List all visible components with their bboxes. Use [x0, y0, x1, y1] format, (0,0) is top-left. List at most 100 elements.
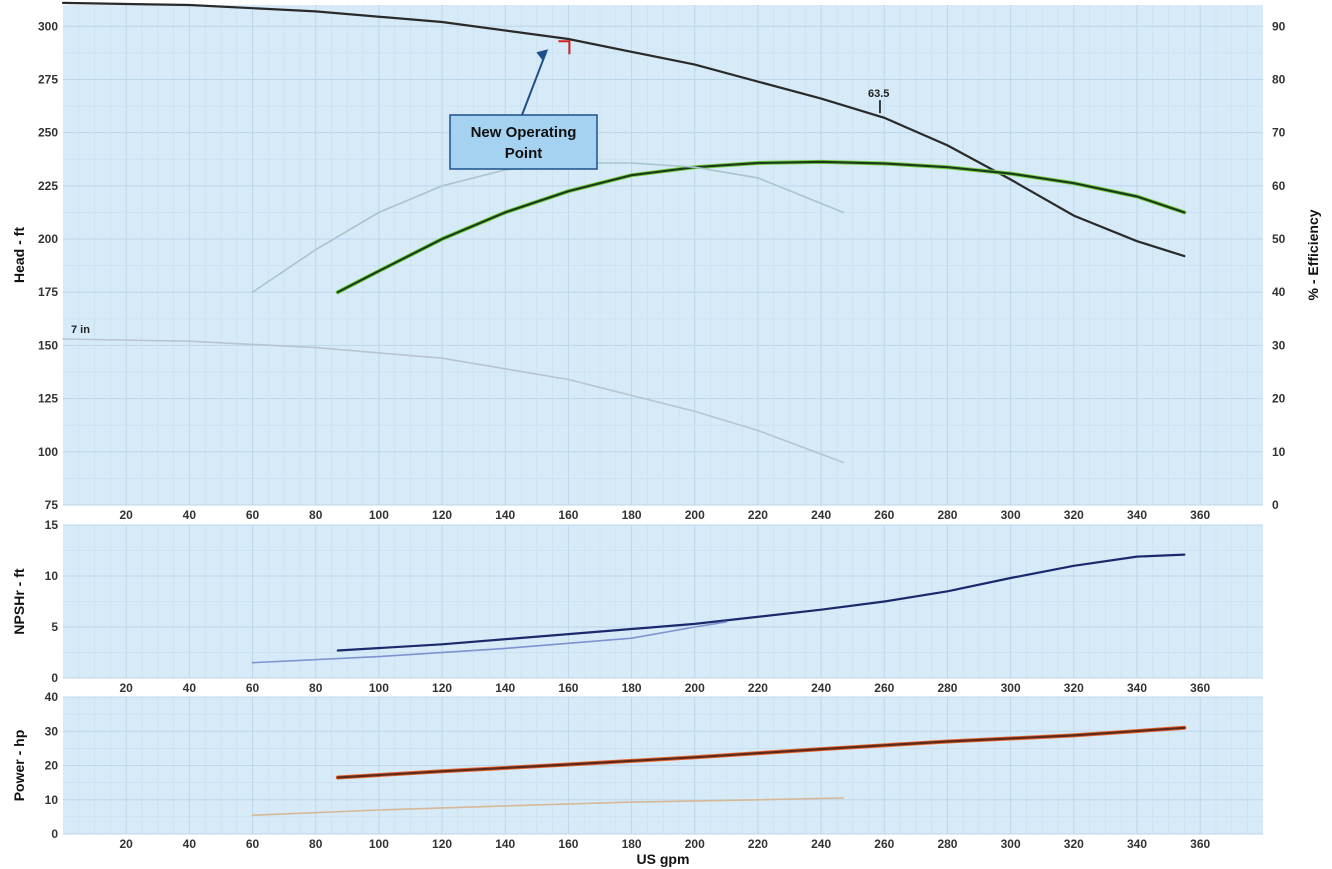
head-y2-tick-label: 80: [1272, 72, 1286, 86]
operating-point-callout: [449, 114, 598, 170]
npshr-x-tick-label: 260: [874, 681, 894, 695]
npshr-x-tick-label: 320: [1064, 681, 1084, 695]
npshr-x-tick-label: 40: [183, 681, 197, 695]
power-x-tick-label: 300: [1001, 837, 1021, 851]
head-y2-tick-label: 90: [1272, 19, 1286, 33]
power-x-tick-label: 260: [874, 837, 894, 851]
callout-arrow-head: [536, 49, 549, 61]
npshr-y-tick-label: 0: [51, 671, 58, 685]
head-y2-tick-label: 30: [1272, 338, 1286, 352]
npshr-x-tick-label: 240: [811, 681, 831, 695]
npshr-x-tick-label: 340: [1127, 681, 1147, 695]
head-y-tick-label: 250: [38, 126, 58, 140]
power-x-tick-label: 20: [119, 837, 133, 851]
head-x-tick-label: 100: [369, 508, 389, 522]
head-x-tick-label: 180: [622, 508, 642, 522]
head-x-tick-label: 260: [874, 508, 894, 522]
head-y2-tick-label: 60: [1272, 179, 1286, 193]
npshr-x-tick-label: 280: [937, 681, 957, 695]
operating-point-marker: [558, 40, 571, 55]
head-x-tick-label: 340: [1127, 508, 1147, 522]
head-x-tick-label: 40: [183, 508, 197, 522]
npshr-x-tick-label: 20: [119, 681, 133, 695]
power-y-tick-label: 20: [45, 759, 59, 773]
head-x-tick-label: 20: [119, 508, 133, 522]
npshr-x-tick-label: 180: [622, 681, 642, 695]
head-y2-axis-title: % - Efficiency: [1305, 209, 1321, 300]
head-y2-tick-label: 20: [1272, 392, 1286, 406]
head-x-tick-label: 240: [811, 508, 831, 522]
power-y-axis-title: Power - hp: [11, 730, 27, 802]
npshr-x-tick-label: 300: [1001, 681, 1021, 695]
npshr-series-npshr-7in: [251, 621, 728, 664]
npshr-x-tick-label: 140: [495, 681, 515, 695]
head-y-tick-label: 175: [38, 285, 58, 299]
head-y-tick-label: 300: [38, 19, 58, 33]
head-series-7-in: [62, 338, 844, 464]
npshr-x-tick-label: 60: [246, 681, 260, 695]
head-series-efficiency-10in: [336, 160, 1186, 294]
power-x-tick-label: 40: [183, 837, 197, 851]
power-x-tick-label: 340: [1127, 837, 1147, 851]
npshr-y-tick-label: 5: [51, 620, 58, 634]
head-x-tick-label: 120: [432, 508, 452, 522]
npshr-y-tick-label: 15: [45, 518, 59, 532]
head-y-tick-label: 100: [38, 445, 58, 459]
power-x-tick-label: 60: [246, 837, 260, 851]
npshr-x-tick-label: 200: [685, 681, 705, 695]
head-y2-tick-label: 70: [1272, 126, 1286, 140]
head-x-tick-label: 220: [748, 508, 768, 522]
power-x-tick-label: 200: [685, 837, 705, 851]
head-series-10-in: [61, 1, 1186, 258]
head-y2-tick-label: 0: [1272, 498, 1279, 512]
power-x-tick-label: 360: [1190, 837, 1210, 851]
head-x-tick-label: 320: [1064, 508, 1084, 522]
x-axis-title: US gpm: [637, 851, 690, 867]
npshr-x-tick-label: 100: [369, 681, 389, 695]
head-y-tick-label: 150: [38, 338, 58, 352]
power-x-tick-label: 240: [811, 837, 831, 851]
head-y-tick-label: 275: [38, 72, 58, 86]
head-x-tick-label: 60: [246, 508, 260, 522]
power-y-tick-label: 40: [45, 690, 59, 704]
head-y-tick-label: 75: [45, 498, 59, 512]
power-y-tick-label: 30: [45, 724, 59, 738]
power-y-tick-label: 10: [45, 793, 59, 807]
head-y2-tick-label: 40: [1272, 285, 1286, 299]
head-y-axis-title: Head - ft: [11, 227, 27, 283]
curve-label-7-in: 7 in: [71, 324, 90, 336]
npshr-x-tick-label: 160: [558, 681, 578, 695]
head-x-tick-label: 280: [937, 508, 957, 522]
operating-point-label: Point: [505, 145, 543, 162]
npshr-y-axis-title: NPSHr - ft: [11, 568, 27, 634]
power-series-power-10in: [336, 726, 1186, 779]
npshr-y-tick-label: 10: [45, 569, 59, 583]
power-x-tick-label: 180: [622, 837, 642, 851]
head-x-tick-label: 300: [1001, 508, 1021, 522]
head-y2-tick-label: 10: [1272, 445, 1286, 459]
head-y2-tick-label: 50: [1272, 232, 1286, 246]
head-y-tick-label: 200: [38, 232, 58, 246]
power-x-tick-label: 220: [748, 837, 768, 851]
head-x-tick-label: 360: [1190, 508, 1210, 522]
iso-efficiency-label: 63.5: [868, 88, 889, 100]
npshr-x-tick-label: 120: [432, 681, 452, 695]
power-series-power-7in: [251, 797, 844, 816]
npshr-x-tick-label: 80: [309, 681, 323, 695]
power-x-tick-label: 80: [309, 837, 323, 851]
npshr-x-tick-label: 220: [748, 681, 768, 695]
power-x-tick-label: 120: [432, 837, 452, 851]
power-y-tick-label: 0: [51, 827, 58, 841]
head-x-tick-label: 200: [685, 508, 705, 522]
head-y-tick-label: 125: [38, 392, 58, 406]
head-x-tick-label: 160: [558, 508, 578, 522]
operating-point-label: New Operating: [471, 124, 577, 141]
power-x-tick-label: 320: [1064, 837, 1084, 851]
head-x-tick-label: 80: [309, 508, 323, 522]
head-x-tick-label: 140: [495, 508, 515, 522]
npshr-x-tick-label: 360: [1190, 681, 1210, 695]
power-x-tick-label: 140: [495, 837, 515, 851]
npshr-series-npshr-10in: [336, 553, 1186, 652]
power-x-tick-label: 100: [369, 837, 389, 851]
